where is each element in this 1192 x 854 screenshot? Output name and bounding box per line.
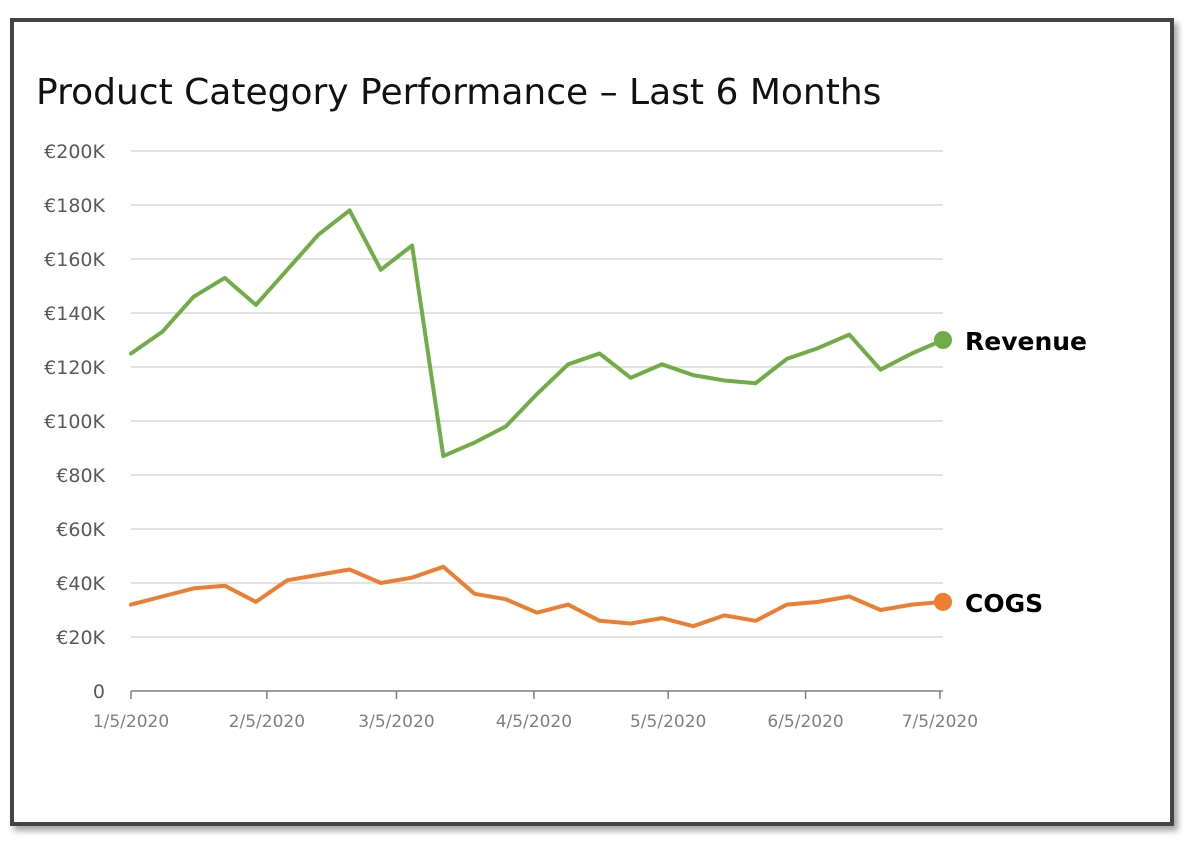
y-tick-label: €20K <box>56 627 105 649</box>
x-tick-label: 3/5/2020 <box>358 712 434 732</box>
y-tick-label: €40K <box>56 573 105 595</box>
x-tick-label: 5/5/2020 <box>630 712 706 732</box>
y-tick-label: €120K <box>44 357 105 379</box>
series-end-marker-revenue <box>934 331 952 349</box>
series-label-revenue: Revenue <box>965 327 1087 356</box>
y-tick-label: €60K <box>56 519 105 541</box>
y-tick-label: 0 <box>93 681 105 703</box>
gridlines <box>131 150 943 638</box>
y-tick-label: €180K <box>44 195 105 217</box>
x-axis: 1/5/2020 2/5/2020 3/5/2020 4/5/2020 5/5/2020… <box>93 690 978 732</box>
series-line-cogs <box>129 564 945 629</box>
y-tick-label: €80K <box>56 465 105 487</box>
chart-title: Product Category Performance – Last 6 Mo… <box>36 72 881 113</box>
x-tick-label: 1/5/2020 <box>93 712 169 732</box>
x-tick-label: 6/5/2020 <box>767 712 843 732</box>
y-tick-label: €160K <box>44 249 105 271</box>
y-tick-label: €100K <box>44 411 105 433</box>
x-tick-label: 2/5/2020 <box>229 712 305 732</box>
series-label-cogs: COGS <box>965 589 1043 618</box>
y-tick-label: €140K <box>44 303 105 325</box>
series-line-revenue <box>129 208 945 459</box>
series-end-marker-cogs <box>934 592 952 611</box>
x-tick-label: 4/5/2020 <box>496 712 572 732</box>
y-axis: 0 €20K €40K €60K €80K €100K €120K €140K €160K €18… <box>44 141 105 703</box>
series-group: Revenue COGS <box>129 208 1087 629</box>
y-tick-label: €200K <box>44 141 105 163</box>
x-tick-label: 7/5/2020 <box>902 712 978 732</box>
